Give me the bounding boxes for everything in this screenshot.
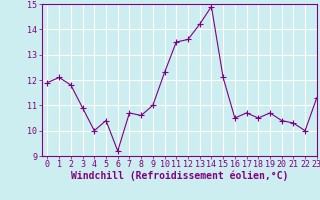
X-axis label: Windchill (Refroidissement éolien,°C): Windchill (Refroidissement éolien,°C) — [70, 171, 288, 181]
